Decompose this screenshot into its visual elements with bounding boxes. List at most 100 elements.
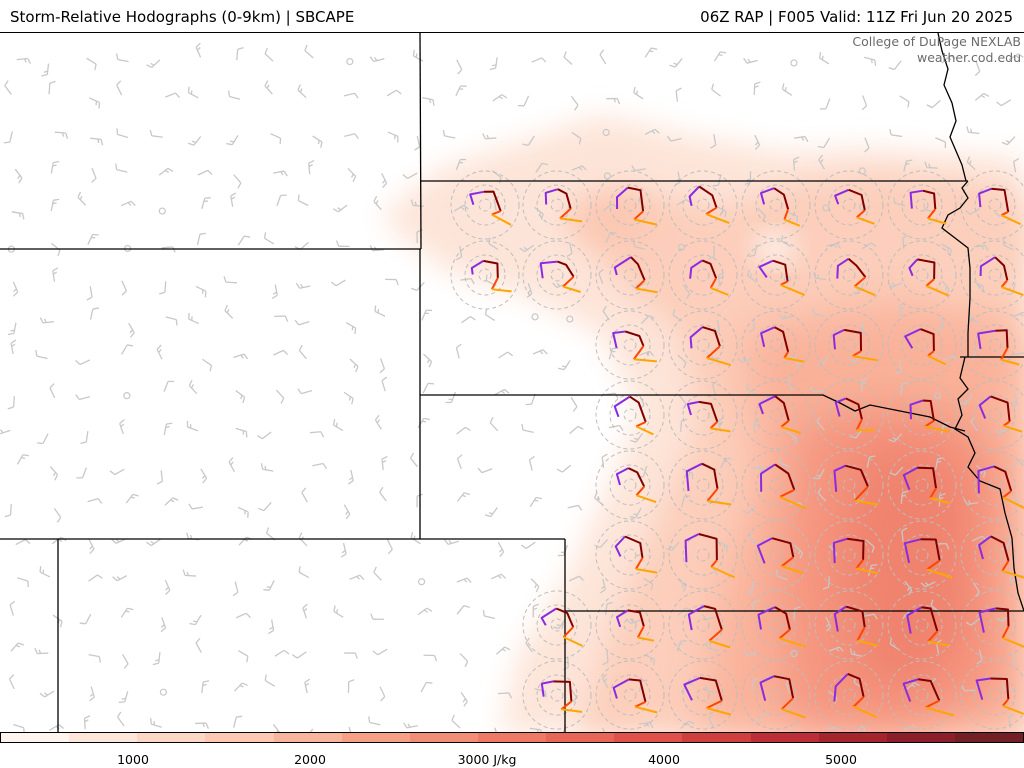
- colorbar-segment: [614, 733, 683, 742]
- wind-barb: [938, 316, 945, 332]
- wind-barb: [235, 612, 251, 619]
- wind-barb: [52, 267, 59, 282]
- hodographs: [469, 185, 1024, 719]
- colorbar-segment: [954, 733, 1024, 742]
- wind-barb: [865, 539, 875, 553]
- wind-barb: [164, 579, 171, 595]
- wind-barb: [755, 713, 768, 724]
- wind-barb: [630, 432, 644, 443]
- range-ring: [960, 520, 1024, 590]
- calm-wind-marker: [790, 59, 798, 67]
- wind-barb: [492, 94, 508, 102]
- wind-barb: [347, 469, 354, 485]
- wind-barb: [604, 392, 619, 399]
- wind-barb: [260, 463, 274, 472]
- wind-barb: [340, 542, 347, 558]
- wind-barb: [456, 604, 470, 615]
- wind-barb: [372, 648, 388, 656]
- range-ring: [887, 380, 957, 450]
- range-ring: [814, 450, 884, 520]
- wind-barb: [743, 648, 758, 656]
- wind-barb: [39, 317, 55, 324]
- wind-barb: [861, 378, 868, 392]
- wind-barb: [531, 57, 547, 63]
- wind-barb: [606, 97, 621, 105]
- wind-barb: [608, 347, 619, 360]
- range-ring: [522, 660, 592, 730]
- wind-barb: [639, 722, 654, 729]
- range-ring: [960, 380, 1024, 450]
- wind-barb: [497, 542, 505, 557]
- wind-barb: [189, 614, 202, 626]
- hodograph: [615, 467, 657, 504]
- wind-barb: [335, 240, 350, 248]
- range-ring: [814, 520, 884, 590]
- range-ring: [814, 380, 884, 450]
- wind-barb: [264, 47, 274, 62]
- wind-barb: [373, 195, 382, 211]
- wind-barb: [265, 527, 276, 541]
- hodograph: [686, 400, 731, 433]
- wind-barb: [571, 165, 587, 171]
- wind-barb: [924, 161, 938, 169]
- calm-wind-marker: [417, 578, 426, 586]
- wind-barb: [37, 433, 49, 445]
- title-left: Storm-Relative Hodographs (0-9km) | SBCA…: [10, 8, 355, 26]
- colorbar-segment: [818, 733, 887, 742]
- wind-barb: [708, 245, 715, 260]
- hodograph: [470, 259, 512, 293]
- wind-barb: [941, 243, 952, 256]
- hodograph: [902, 678, 955, 717]
- wind-barb: [598, 268, 604, 284]
- wind-barb: [165, 316, 178, 326]
- wind-barb: [115, 163, 128, 173]
- wind-barb: [297, 84, 307, 99]
- wind-barb: [292, 651, 307, 659]
- wind-barb: [864, 137, 870, 153]
- calm-wind-marker: [677, 243, 686, 251]
- wind-barb: [297, 388, 313, 395]
- wind-barb: [332, 419, 344, 432]
- wind-barb: [995, 427, 1011, 434]
- colorbar-segment: [546, 733, 615, 742]
- wind-barb: [152, 652, 161, 666]
- wind-barb: [746, 382, 757, 396]
- wind-barb: [482, 133, 497, 140]
- wind-barb: [935, 137, 947, 149]
- wind-barb: [941, 55, 956, 64]
- wind-barb: [91, 167, 97, 183]
- wind-barb: [644, 47, 658, 58]
- wind-barb: [121, 653, 129, 669]
- wind-barb: [294, 319, 310, 326]
- range-ring: [522, 240, 592, 310]
- wind-barb: [713, 51, 727, 62]
- wind-barb: [4, 80, 12, 95]
- wind-barb: [888, 60, 902, 71]
- calm-wind-marker: [531, 313, 539, 321]
- wind-barb: [451, 714, 461, 729]
- hodograph: [978, 395, 1023, 433]
- wind-barb: [477, 467, 493, 474]
- wind-barb: [602, 651, 609, 666]
- hodograph: [909, 399, 950, 433]
- wind-barb: [571, 131, 582, 145]
- range-ring: [960, 170, 1024, 240]
- range-ring: [814, 590, 884, 660]
- hodograph: [614, 535, 658, 574]
- hodograph: [977, 329, 1020, 366]
- hodograph: [836, 257, 876, 297]
- wind-barb: [89, 97, 101, 109]
- range-ring: [741, 590, 811, 660]
- wind-barb: [77, 191, 87, 206]
- wind-barb: [304, 678, 311, 694]
- range-ring: [887, 170, 957, 240]
- wind-barb: [116, 53, 129, 63]
- wind-barb: [558, 360, 571, 371]
- credit-website: weather.cod.edu: [916, 50, 1021, 65]
- wind-barb: [566, 242, 573, 258]
- wind-barb: [938, 729, 944, 732]
- wind-barb: [348, 726, 352, 732]
- wind-barb: [226, 134, 239, 146]
- range-ring: [595, 660, 665, 730]
- range-ring: [887, 450, 957, 520]
